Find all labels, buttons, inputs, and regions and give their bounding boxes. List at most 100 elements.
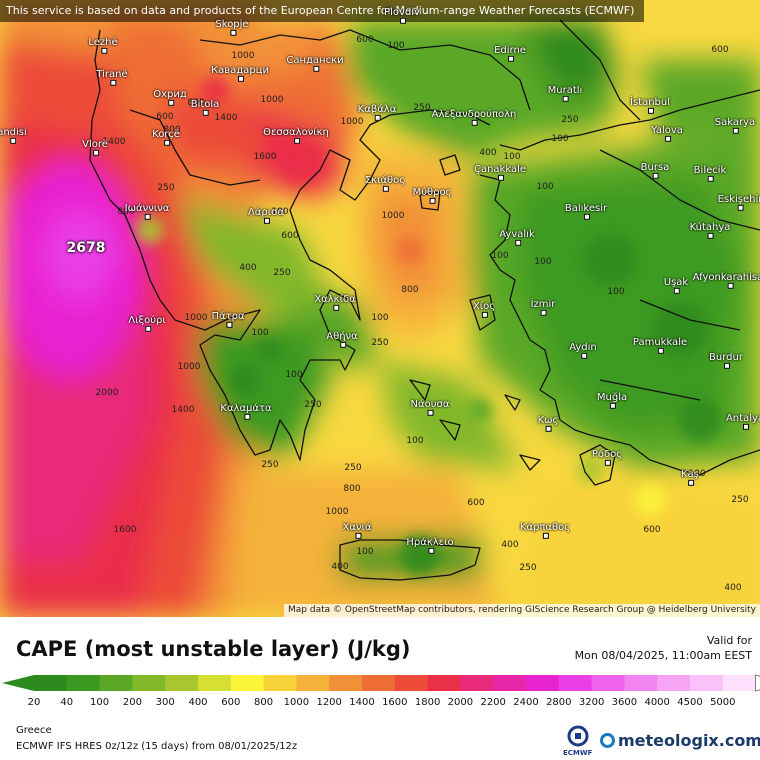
city-label: Охрид <box>153 88 187 106</box>
ecmwf-logo-icon <box>567 725 589 747</box>
contour-value-label: 250 <box>273 268 291 278</box>
city-label: Αλεξανδρούπολη <box>431 108 517 126</box>
city-label: Pamukkale <box>632 336 688 354</box>
city-label: Burdur <box>709 351 743 369</box>
contour-value-label: 100 <box>503 152 521 162</box>
contour-value-label: 1000 <box>381 211 405 221</box>
city-label: Λάρισα <box>247 206 285 224</box>
scale-color-400 <box>198 675 232 691</box>
contour-value-label: 100 <box>536 182 554 192</box>
city-label: Edirne <box>494 44 526 62</box>
scale-color-20 <box>34 675 68 691</box>
contour-value-label: 250 <box>344 463 362 473</box>
city-label: Χίος <box>472 300 496 318</box>
city-label: Σκιάθος <box>364 174 406 192</box>
scale-tick-label: 1600 <box>382 697 408 708</box>
scale-tick-label: 4000 <box>644 697 670 708</box>
scale-color-1000 <box>296 675 330 691</box>
scale-tick-label: 100 <box>90 697 110 708</box>
contour-value-label: 100 <box>271 207 289 217</box>
scale-color-4500 <box>690 675 724 691</box>
contour-value-label: 800 <box>163 125 181 135</box>
scale-tick-label: 2000 <box>447 697 474 708</box>
scale-tick-label: 20 <box>27 697 41 708</box>
city-label: Korçë <box>152 128 180 146</box>
scale-tick-label: 800 <box>254 697 274 708</box>
contour-value-label: 1000 <box>184 313 208 323</box>
scale-tick-label: 1800 <box>414 697 441 708</box>
ecmwf-notice-banner: This service is based on data and produc… <box>0 0 645 22</box>
contour-value-label: 100 <box>406 436 424 446</box>
contour-value-label: 100 <box>387 41 405 51</box>
scale-tick-label: 3200 <box>578 697 605 708</box>
contour-value-label: 100 <box>551 134 569 144</box>
city-label: Сандански <box>286 54 344 72</box>
scale-tick-label: 1200 <box>316 697 342 708</box>
contour-value-label: 600 <box>356 35 374 45</box>
contour-value-label: 250 <box>413 103 431 113</box>
city-label: Κάρπαθος <box>519 521 571 539</box>
scale-tick-label: 2400 <box>513 697 539 708</box>
city-label: Bilecik <box>693 164 727 182</box>
contour-value-label: 250 <box>304 400 322 410</box>
scale-tick-label: 2800 <box>546 697 572 708</box>
meteologix-logo[interactable]: meteologix.com <box>600 731 760 750</box>
meteologix-brand-text: meteologix.com <box>618 731 760 750</box>
city-label: İzmir <box>530 298 556 316</box>
scale-color-40 <box>66 675 101 691</box>
city-label: Skopje <box>215 18 249 36</box>
contour-value-label: 100 <box>285 370 303 380</box>
scale-tick-label: 300 <box>155 697 175 708</box>
scale-color-600 <box>230 675 265 691</box>
parameter-title: CAPE (most unstable layer) (J/kg) <box>16 637 411 661</box>
city-label: Λιξούρι <box>128 314 166 332</box>
city-label: Afyonkarahisar <box>693 272 760 289</box>
scale-color-2200 <box>493 675 527 691</box>
contour-value-label: 1000 <box>177 362 201 372</box>
map-attribution[interactable]: Map data © OpenStreetMap contributors, r… <box>284 604 760 617</box>
city-label: Muğla <box>596 391 628 409</box>
city-label: Çanakkale <box>473 163 527 181</box>
contour-value-label: 600 <box>281 231 299 241</box>
scale-right-arrow <box>755 674 760 692</box>
city-label: Ιωάννινα <box>124 202 170 220</box>
contour-value-label: 400 <box>724 583 742 593</box>
contour-value-label: 100 <box>371 313 389 323</box>
city-label: andisi <box>0 127 27 144</box>
city-label: Ayvalık <box>499 228 535 246</box>
city-label: Κως <box>537 414 559 432</box>
contour-value-label: 100 <box>607 287 625 297</box>
contour-value-label: 1400 <box>214 113 238 123</box>
scale-color-3600 <box>624 675 658 691</box>
city-label: Bitola <box>190 98 220 116</box>
scale-tick-label: 200 <box>122 697 142 708</box>
scale-left-arrow <box>2 675 34 691</box>
contour-value-label: 250 <box>371 338 389 348</box>
city-label: Bursa <box>640 161 670 179</box>
contour-value-label: 250 <box>157 183 175 193</box>
scale-tick-label: 400 <box>188 697 208 708</box>
valid-time: Mon 08/04/2025, 11:00am EEST <box>574 649 752 662</box>
city-label: Νάουσα <box>410 398 450 416</box>
scale-color-3200 <box>591 675 625 691</box>
city-label: Χαλκίδα <box>314 293 356 311</box>
city-label: Uşak <box>663 276 689 294</box>
ecmwf-logo-text: ECMWF <box>563 749 593 757</box>
scale-color-300 <box>165 675 199 691</box>
contour-value-label: 800 <box>343 484 361 494</box>
city-label: Καβάλα <box>357 103 397 121</box>
scale-tick-label: 40 <box>60 697 74 708</box>
contour-value-label: 1000 <box>325 507 349 517</box>
contour-value-label: 1000 <box>231 51 255 61</box>
contour-value-label: 100 <box>534 257 552 267</box>
contour-value-label: 250 <box>561 115 579 125</box>
cape-map[interactable]: This service is based on data and produc… <box>0 0 760 617</box>
scale-tick-label: 3600 <box>611 697 638 708</box>
city-label: Balıkesir <box>564 202 608 220</box>
city-label: Πάτρα <box>211 310 245 328</box>
city-label: Eskişehir <box>718 194 760 211</box>
scale-color-1200 <box>329 675 363 691</box>
scale-color-4000 <box>657 675 691 691</box>
city-label: İstanbul <box>629 96 671 114</box>
scale-color-2800 <box>558 675 593 691</box>
